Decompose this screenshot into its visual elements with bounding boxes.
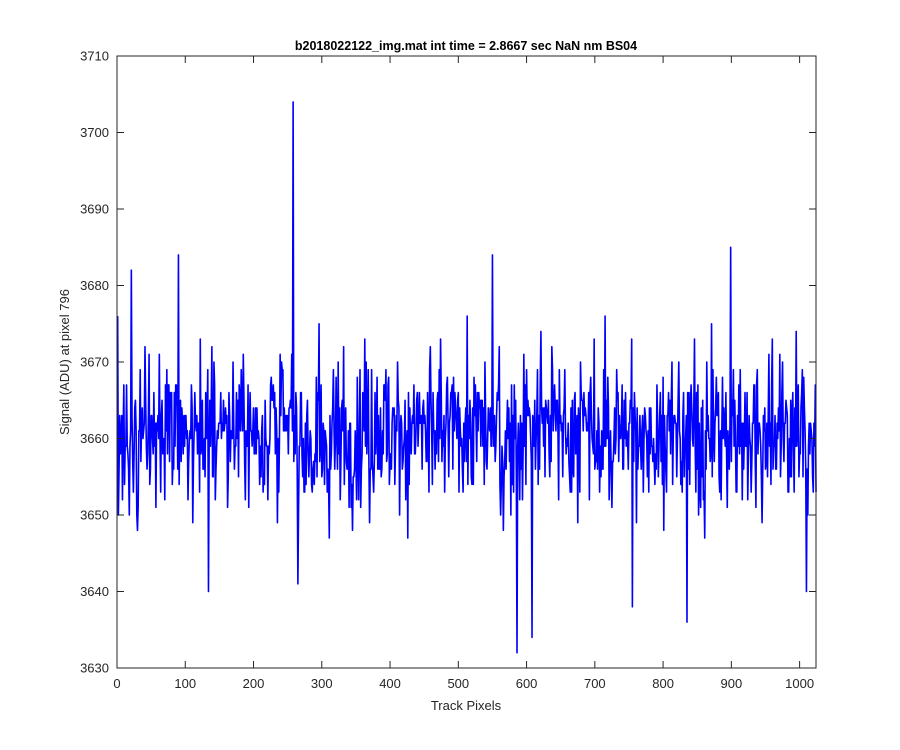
- x-tick-label: 700: [584, 676, 606, 691]
- x-tick-label: 900: [721, 676, 743, 691]
- x-axis-label: Track Pixels: [431, 698, 502, 713]
- series-layer: [116, 101, 817, 654]
- y-tick-label: 3710: [80, 49, 109, 64]
- x-tick-label: 400: [379, 676, 401, 691]
- y-tick-label: 3670: [80, 355, 109, 370]
- chart-title: b2018022122_img.mat int time = 2.8667 se…: [295, 39, 637, 53]
- signal-line: [116, 101, 817, 654]
- y-tick-label: 3680: [80, 278, 109, 293]
- x-tick-label: 200: [243, 676, 265, 691]
- y-axis-label: Signal (ADU) at pixel 796: [57, 289, 72, 435]
- y-tick-label: 3630: [80, 661, 109, 676]
- y-tick-label: 3640: [80, 584, 109, 599]
- x-tick-label: 300: [311, 676, 333, 691]
- y-tick-label: 3650: [80, 508, 109, 523]
- y-tick-label: 3660: [80, 431, 109, 446]
- x-tick-label: 500: [447, 676, 469, 691]
- x-tick-label: 1000: [785, 676, 814, 691]
- x-tick-label: 800: [652, 676, 674, 691]
- x-axis-ticks: 0 100 200 300 400 500 600 700 800 900 1000: [113, 56, 814, 691]
- x-tick-label: 0: [113, 676, 120, 691]
- y-axis-ticks: 3630 3640 3650 3660 3670 3680 3690 3700 3710: [80, 49, 816, 676]
- x-tick-label: 100: [174, 676, 196, 691]
- y-tick-label: 3690: [80, 202, 109, 217]
- y-tick-label: 3700: [80, 125, 109, 140]
- x-tick-label: 600: [516, 676, 538, 691]
